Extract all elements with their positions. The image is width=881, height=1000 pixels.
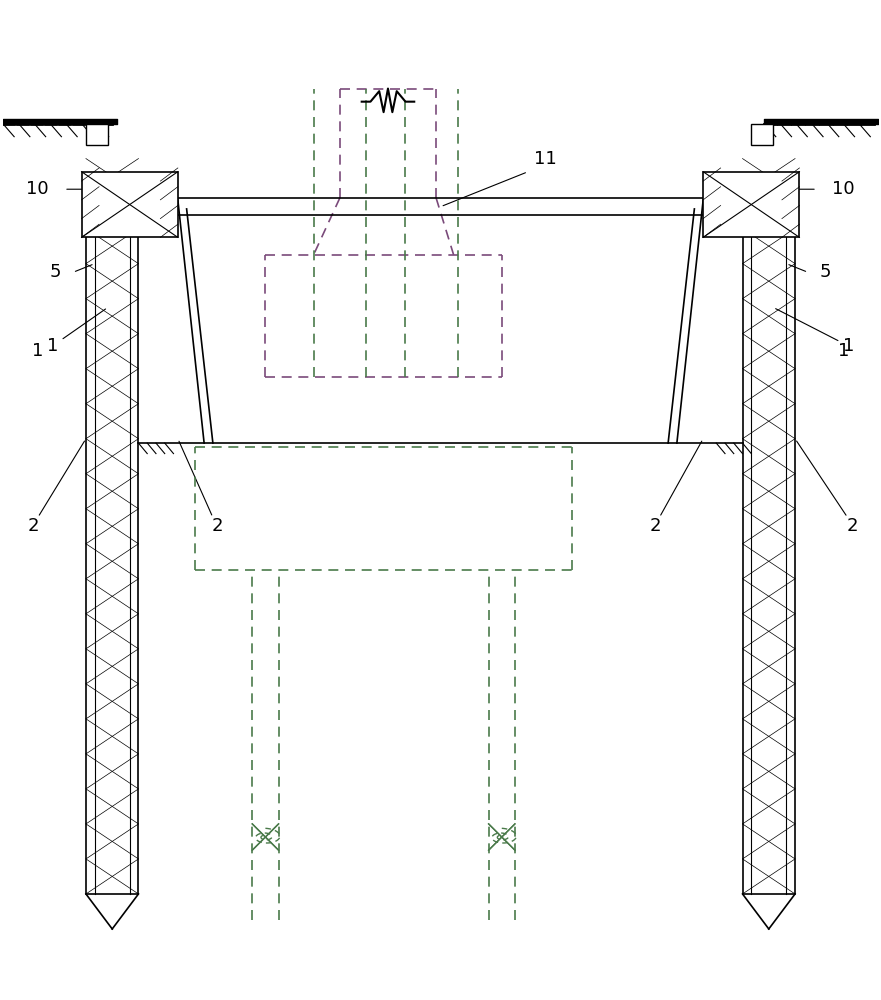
Text: 11: 11 xyxy=(534,150,557,168)
Text: 5: 5 xyxy=(820,263,832,281)
Text: 2: 2 xyxy=(649,517,661,535)
Text: 1: 1 xyxy=(47,309,106,355)
Bar xyxy=(703,172,799,237)
Bar xyxy=(86,176,138,894)
Text: 2: 2 xyxy=(211,517,223,535)
Text: 5: 5 xyxy=(49,263,61,281)
Text: 1: 1 xyxy=(838,342,849,360)
Bar xyxy=(751,124,774,145)
Bar xyxy=(86,124,107,145)
Bar xyxy=(743,176,795,894)
Text: 2: 2 xyxy=(847,517,858,535)
Bar xyxy=(82,172,178,237)
Text: 1: 1 xyxy=(32,342,43,360)
Text: 2: 2 xyxy=(27,517,39,535)
Text: 1: 1 xyxy=(775,309,855,355)
Text: 10: 10 xyxy=(832,180,855,198)
Text: 10: 10 xyxy=(26,180,49,198)
